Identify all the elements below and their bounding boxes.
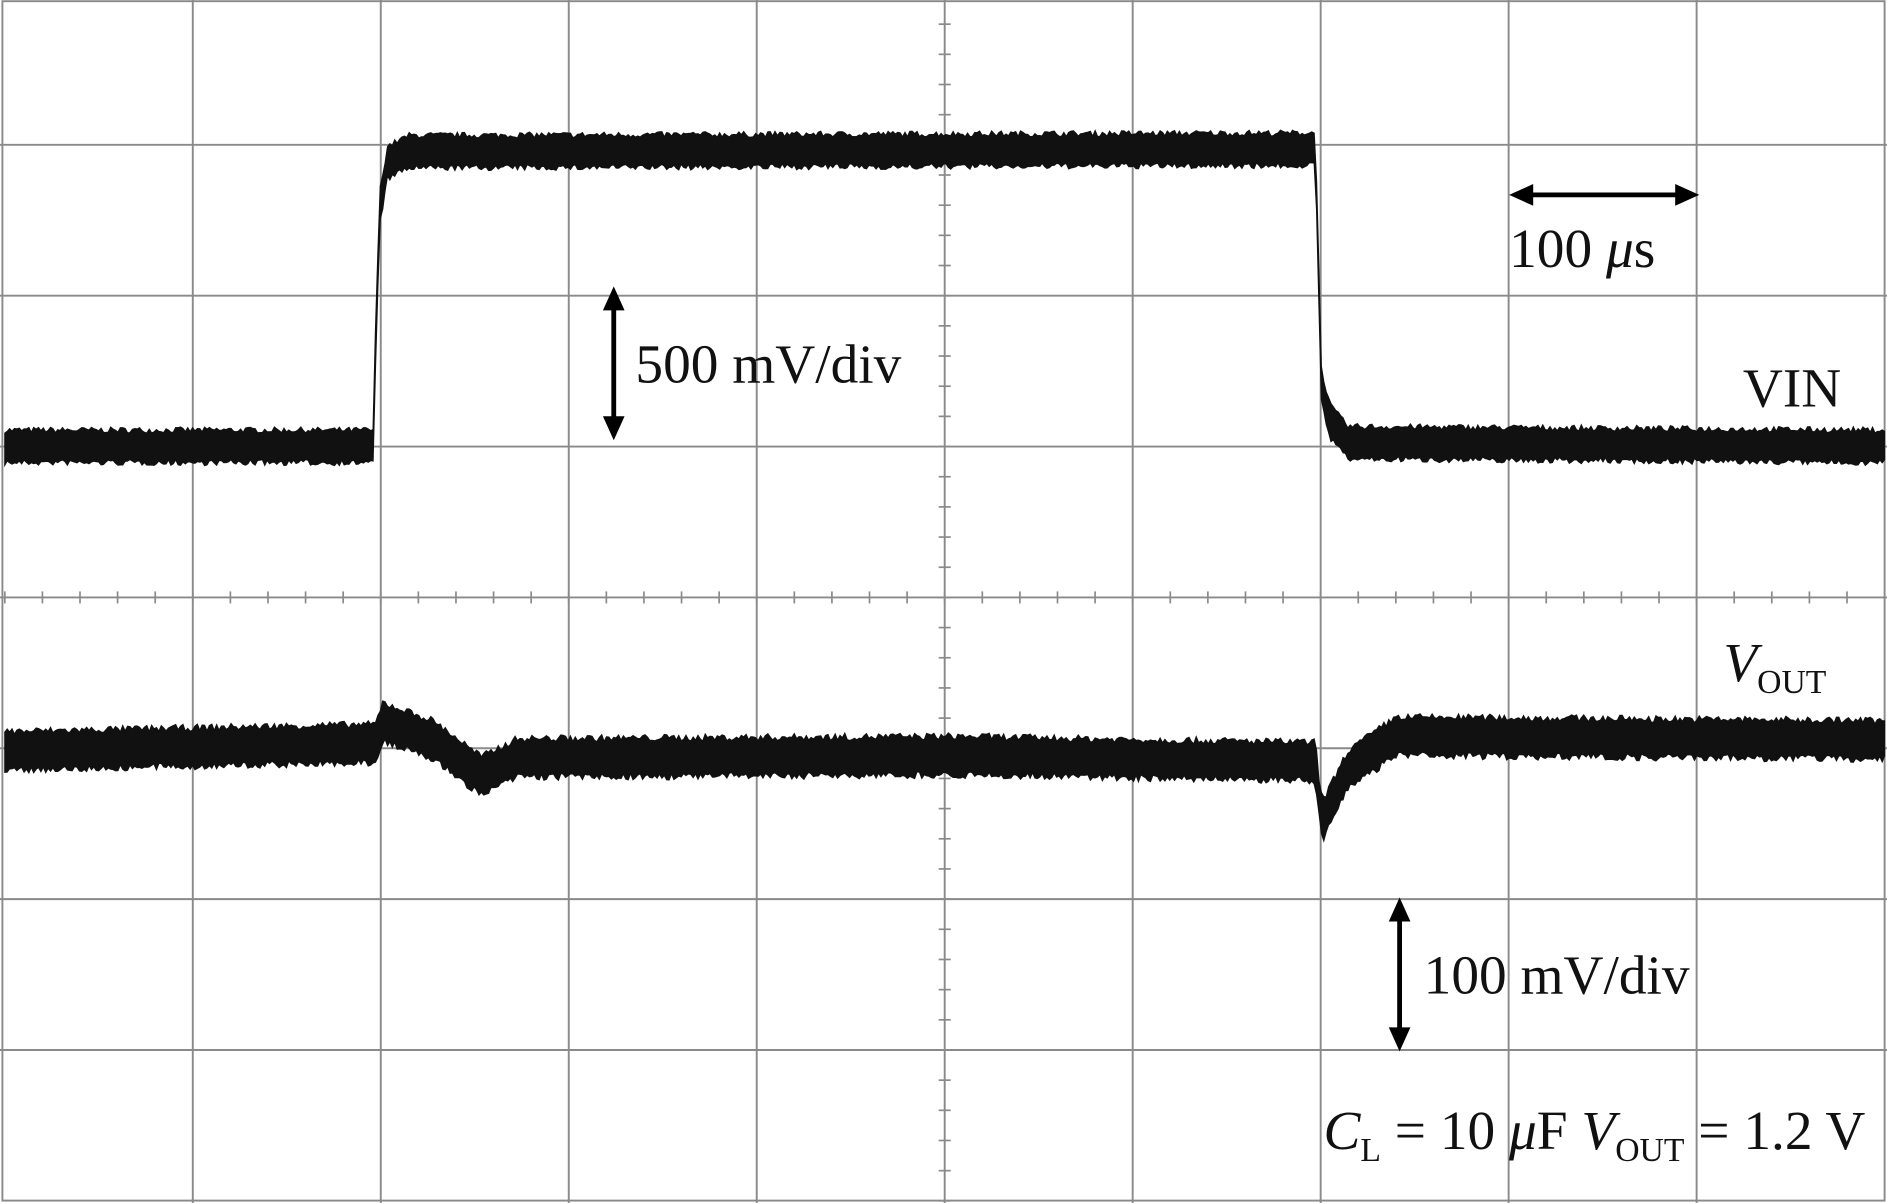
vin-trace (4, 129, 1886, 468)
vout-label: VOUT (1723, 632, 1826, 701)
time-scale-arrow (1509, 184, 1700, 206)
traces (4, 129, 1886, 843)
vout-subscript: OUT (1757, 664, 1827, 701)
cap-value: = 10 (1381, 1100, 1509, 1161)
vin-scale-label: 500 mV/div (635, 334, 901, 395)
vout-symbol: V (1723, 632, 1763, 693)
vin-label: VIN (1743, 358, 1841, 419)
cap-unit: F (1537, 1100, 1582, 1161)
cap-subscript: L (1360, 1132, 1381, 1169)
time-scale-unit: s (1634, 218, 1656, 279)
vout-cond-symbol: V (1581, 1100, 1621, 1161)
vout-trace (4, 700, 1886, 843)
vout-cond-subscript: OUT (1615, 1132, 1685, 1169)
vin-scale-arrow (602, 286, 625, 441)
vout-scale-label: 100 mV/div (1424, 945, 1690, 1006)
time-scale-mu: μ (1605, 218, 1634, 279)
conditions: CL = 10 μF VOUT = 1.2 V (1323, 1100, 1865, 1169)
vout-cond-value: = 1.2 V (1684, 1100, 1865, 1161)
vout-scale-arrow (1388, 897, 1411, 1052)
time-scale-label: 100 μs (1509, 218, 1655, 279)
time-scale-value: 100 (1509, 218, 1606, 279)
cap-symbol: C (1323, 1100, 1361, 1161)
cap-mu: μ (1508, 1100, 1537, 1161)
